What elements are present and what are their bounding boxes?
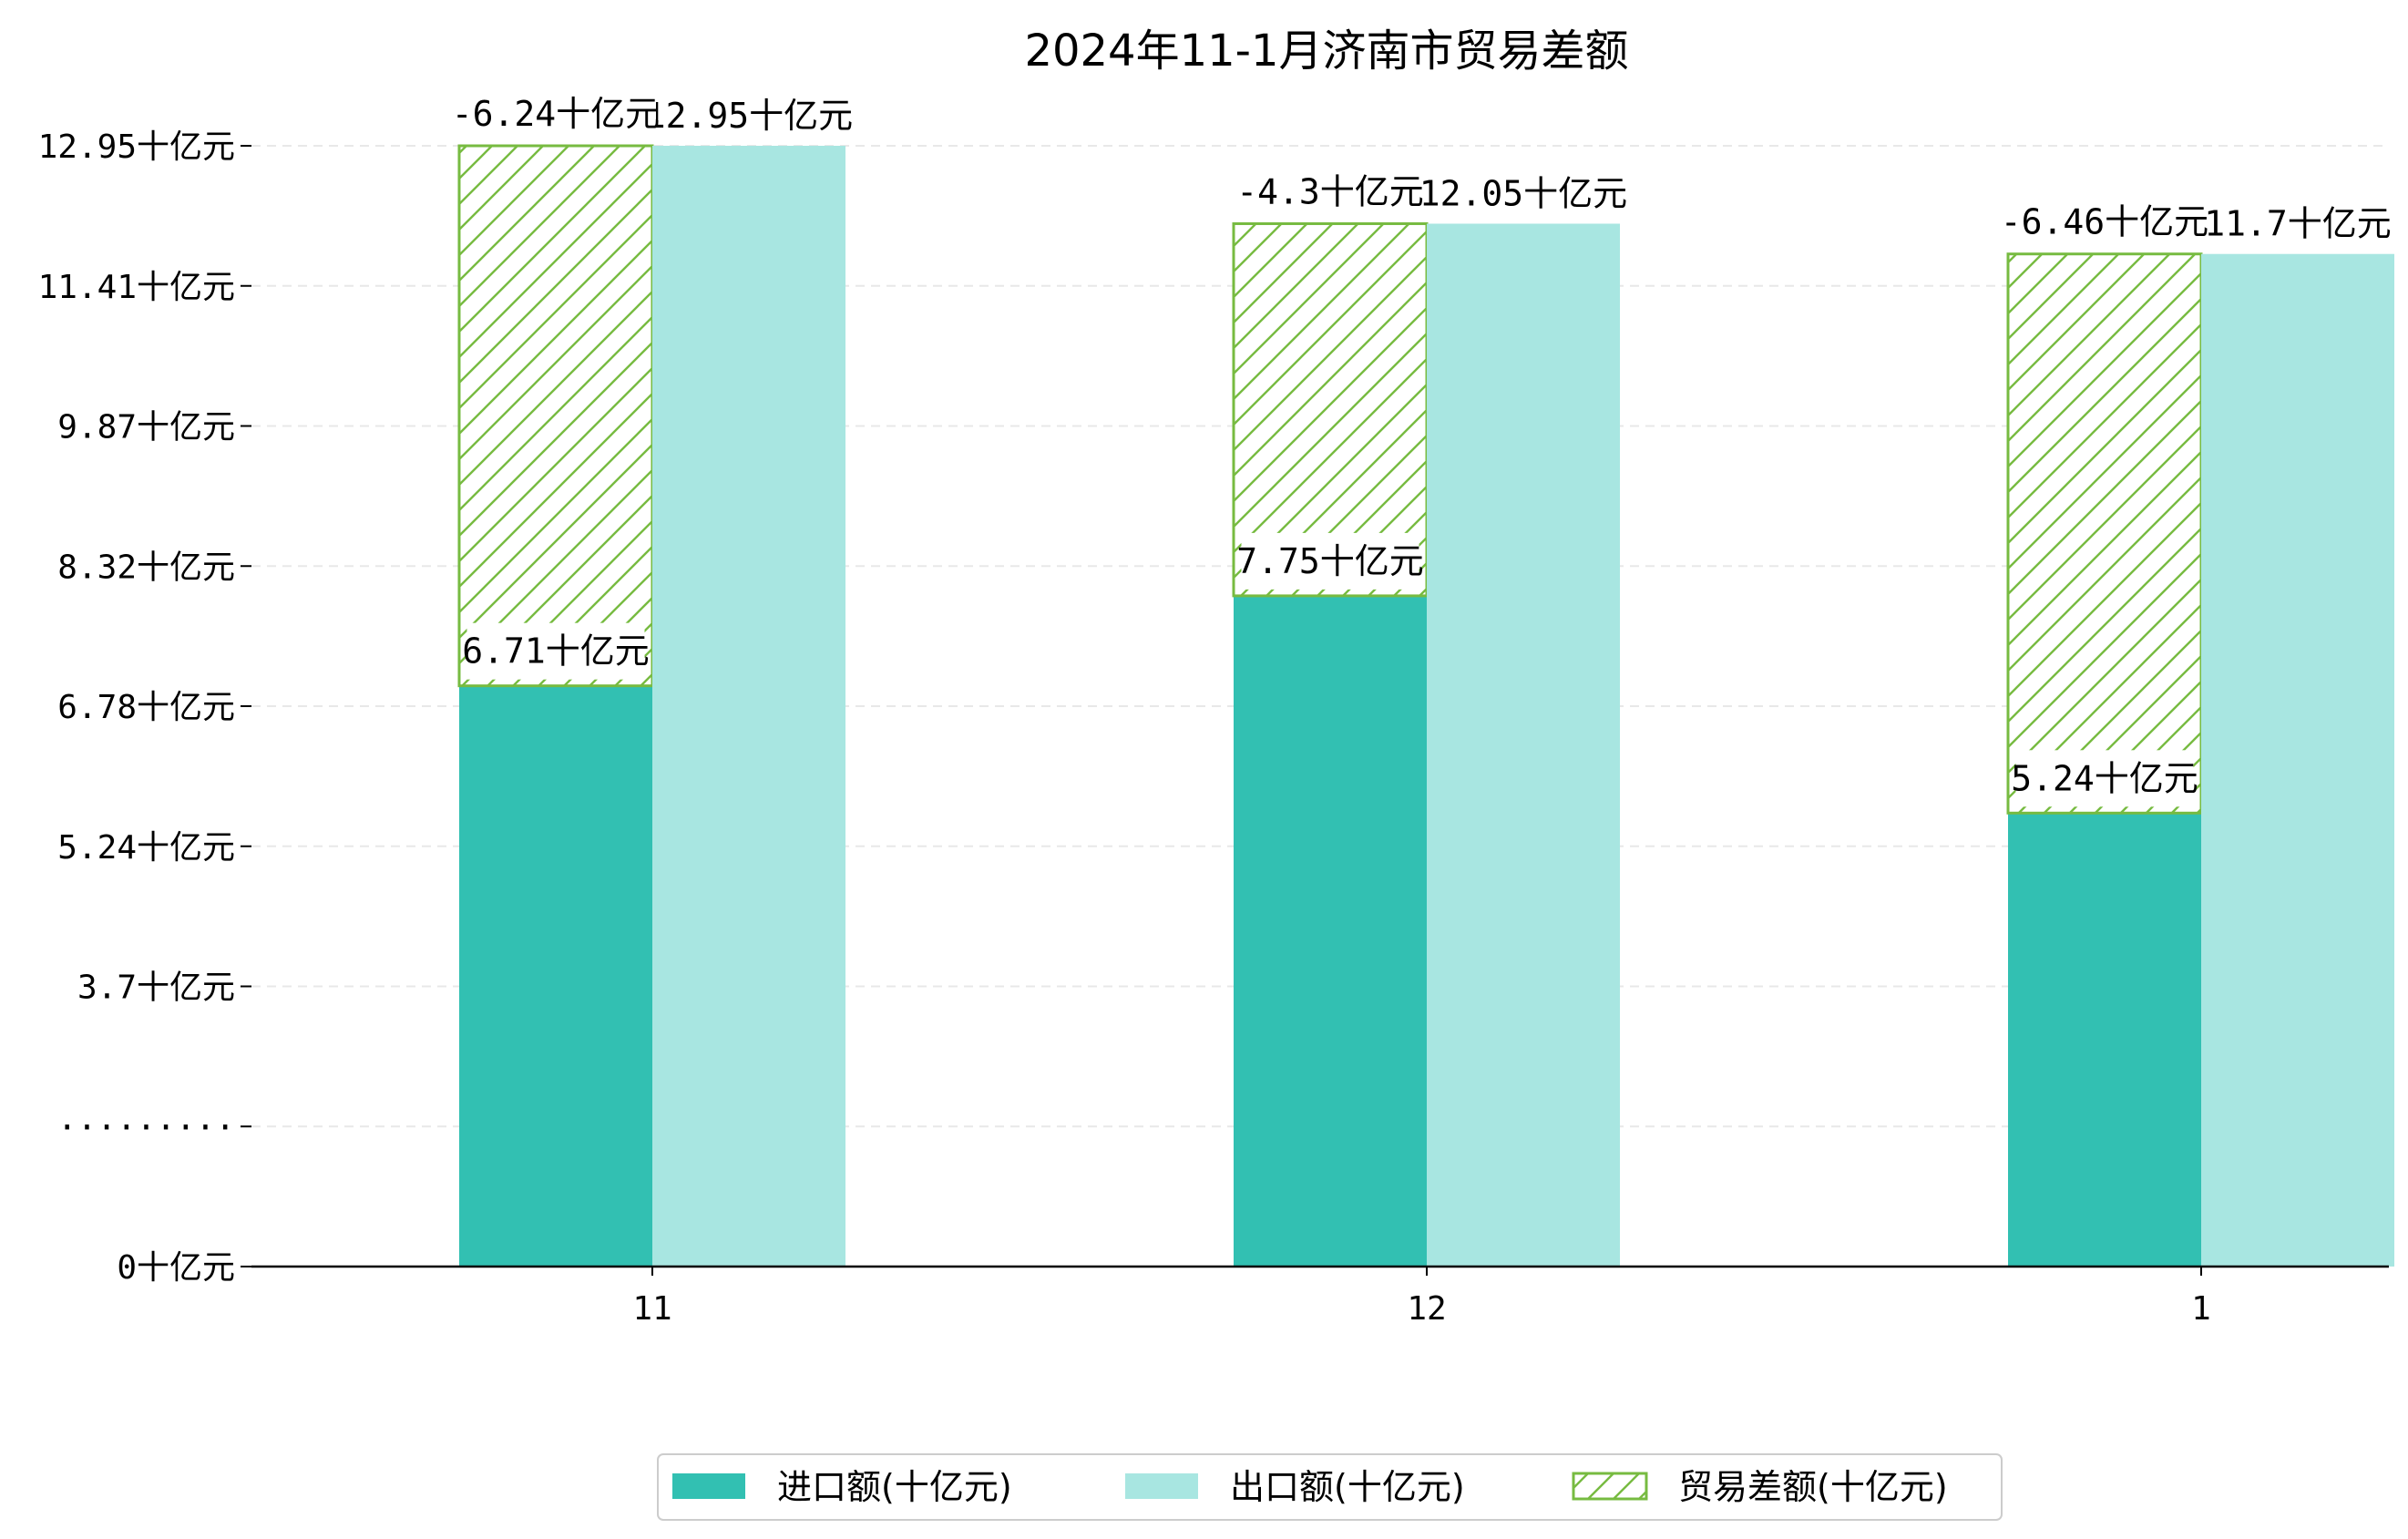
chart-title: 2024年11-1月济南市贸易差额 [1024,26,1628,77]
trade-balance-value-label: -6.46十亿元 [2001,193,2208,251]
legend: 进口额(十亿元) 出口额(十亿元) 贸易差额(十亿元) [657,1453,2003,1521]
import-bar [2008,813,2201,1267]
import-value-label: 6.71十亿元 [462,622,650,680]
legend-export-label: 出口额(十亿元) [1230,1467,1465,1507]
y-tick-label: 12.95十亿元 [38,128,235,166]
trade-balance-bar [457,144,654,688]
trade-balance-value-label-text: -6.46十亿元 [2001,202,2208,242]
legend-trade-balance-swatch [1572,1472,1648,1501]
import-value-label-bg [1241,532,1419,590]
import-value-label-text: 6.71十亿元 [462,631,650,672]
data-labels: 12.95十亿元-6.24十亿元 6.71十亿元 12.05十亿元-4.3十亿元 7.… [452,86,2392,807]
export-bar [2201,253,2394,1267]
trade-balance-value-label-bg [2004,193,2205,251]
import-value-label-text: 7.75十亿元 [1236,541,1424,581]
trade-balance-value-label-text: -4.3十亿元 [1236,171,1424,211]
trade-balance-value-label-bg [456,86,656,142]
bars [457,144,2394,1267]
y-tick-label: 6.78十亿元 [57,689,235,726]
y-tick-label: 11.41十亿元 [38,269,235,306]
legend-trade-balance-label: 贸易差额(十亿元) [1678,1467,1948,1507]
export-value-label-bg [2208,195,2387,252]
import-value-label-text: 5.24十亿元 [2011,758,2198,798]
import-bar [459,685,652,1267]
export-value-label-text: 11.7十亿元 [2204,204,2392,244]
y-tick-label: 0十亿元 [117,1249,235,1287]
legend-export: 出口额(十亿元) [1125,1467,1465,1507]
x-tick-label: 12 [1407,1290,1446,1328]
export-value-label-text: 12.95十亿元 [645,96,853,136]
legend-import: 进口额(十亿元) [672,1467,1012,1507]
legend-import-label: 进口额(十亿元) [777,1467,1012,1507]
export-value-label-text: 12.05十亿元 [1419,173,1627,213]
y-tick-label: 9.87十亿元 [57,409,235,446]
export-value-label: 12.95十亿元 [645,87,853,144]
import-bar [1234,595,1427,1267]
trade-balance-value-label-bg [1241,163,1419,221]
y-tick-label: 3.7十亿元 [77,970,235,1007]
x-tick-label: 1 [2191,1290,2211,1328]
x-tick-label: 11 [632,1290,671,1328]
y-axis: 0十亿元 ········· 3.7十亿元 5.24十亿元 6.78十亿元 8.32十亿元… [38,128,251,1287]
legend-export-swatch [1125,1473,1198,1499]
legend-trade-balance: 贸易差额(十亿元) [1572,1467,1948,1507]
legend-import-swatch [672,1473,745,1499]
x-axis: 11 12 1 [251,1265,2389,1328]
trade-balance-value-label-text: -6.24十亿元 [452,94,660,134]
import-value-label: 5.24十亿元 [2011,750,2198,807]
export-bar [1427,223,1620,1267]
trade-balance-value-label: -6.24十亿元 [452,86,660,142]
export-value-label: 11.7十亿元 [2204,195,2392,252]
import-value-label-bg [466,622,645,680]
trade-balance-bar [2006,252,2203,815]
y-tick-label: 5.24十亿元 [57,829,235,867]
trade-balance-value-label: -4.3十亿元 [1236,163,1424,221]
export-value-label-bg [1423,165,1624,222]
y-tick-label: 8.32十亿元 [57,549,235,586]
y-tick-label: ········· [57,1109,235,1146]
export-value-label: 12.05十亿元 [1419,165,1627,222]
legend-frame [657,1453,2003,1521]
import-value-label-bg [2015,750,2194,807]
import-value-label: 7.75十亿元 [1236,532,1424,590]
export-bar [652,146,845,1267]
export-value-label-bg [649,87,849,144]
